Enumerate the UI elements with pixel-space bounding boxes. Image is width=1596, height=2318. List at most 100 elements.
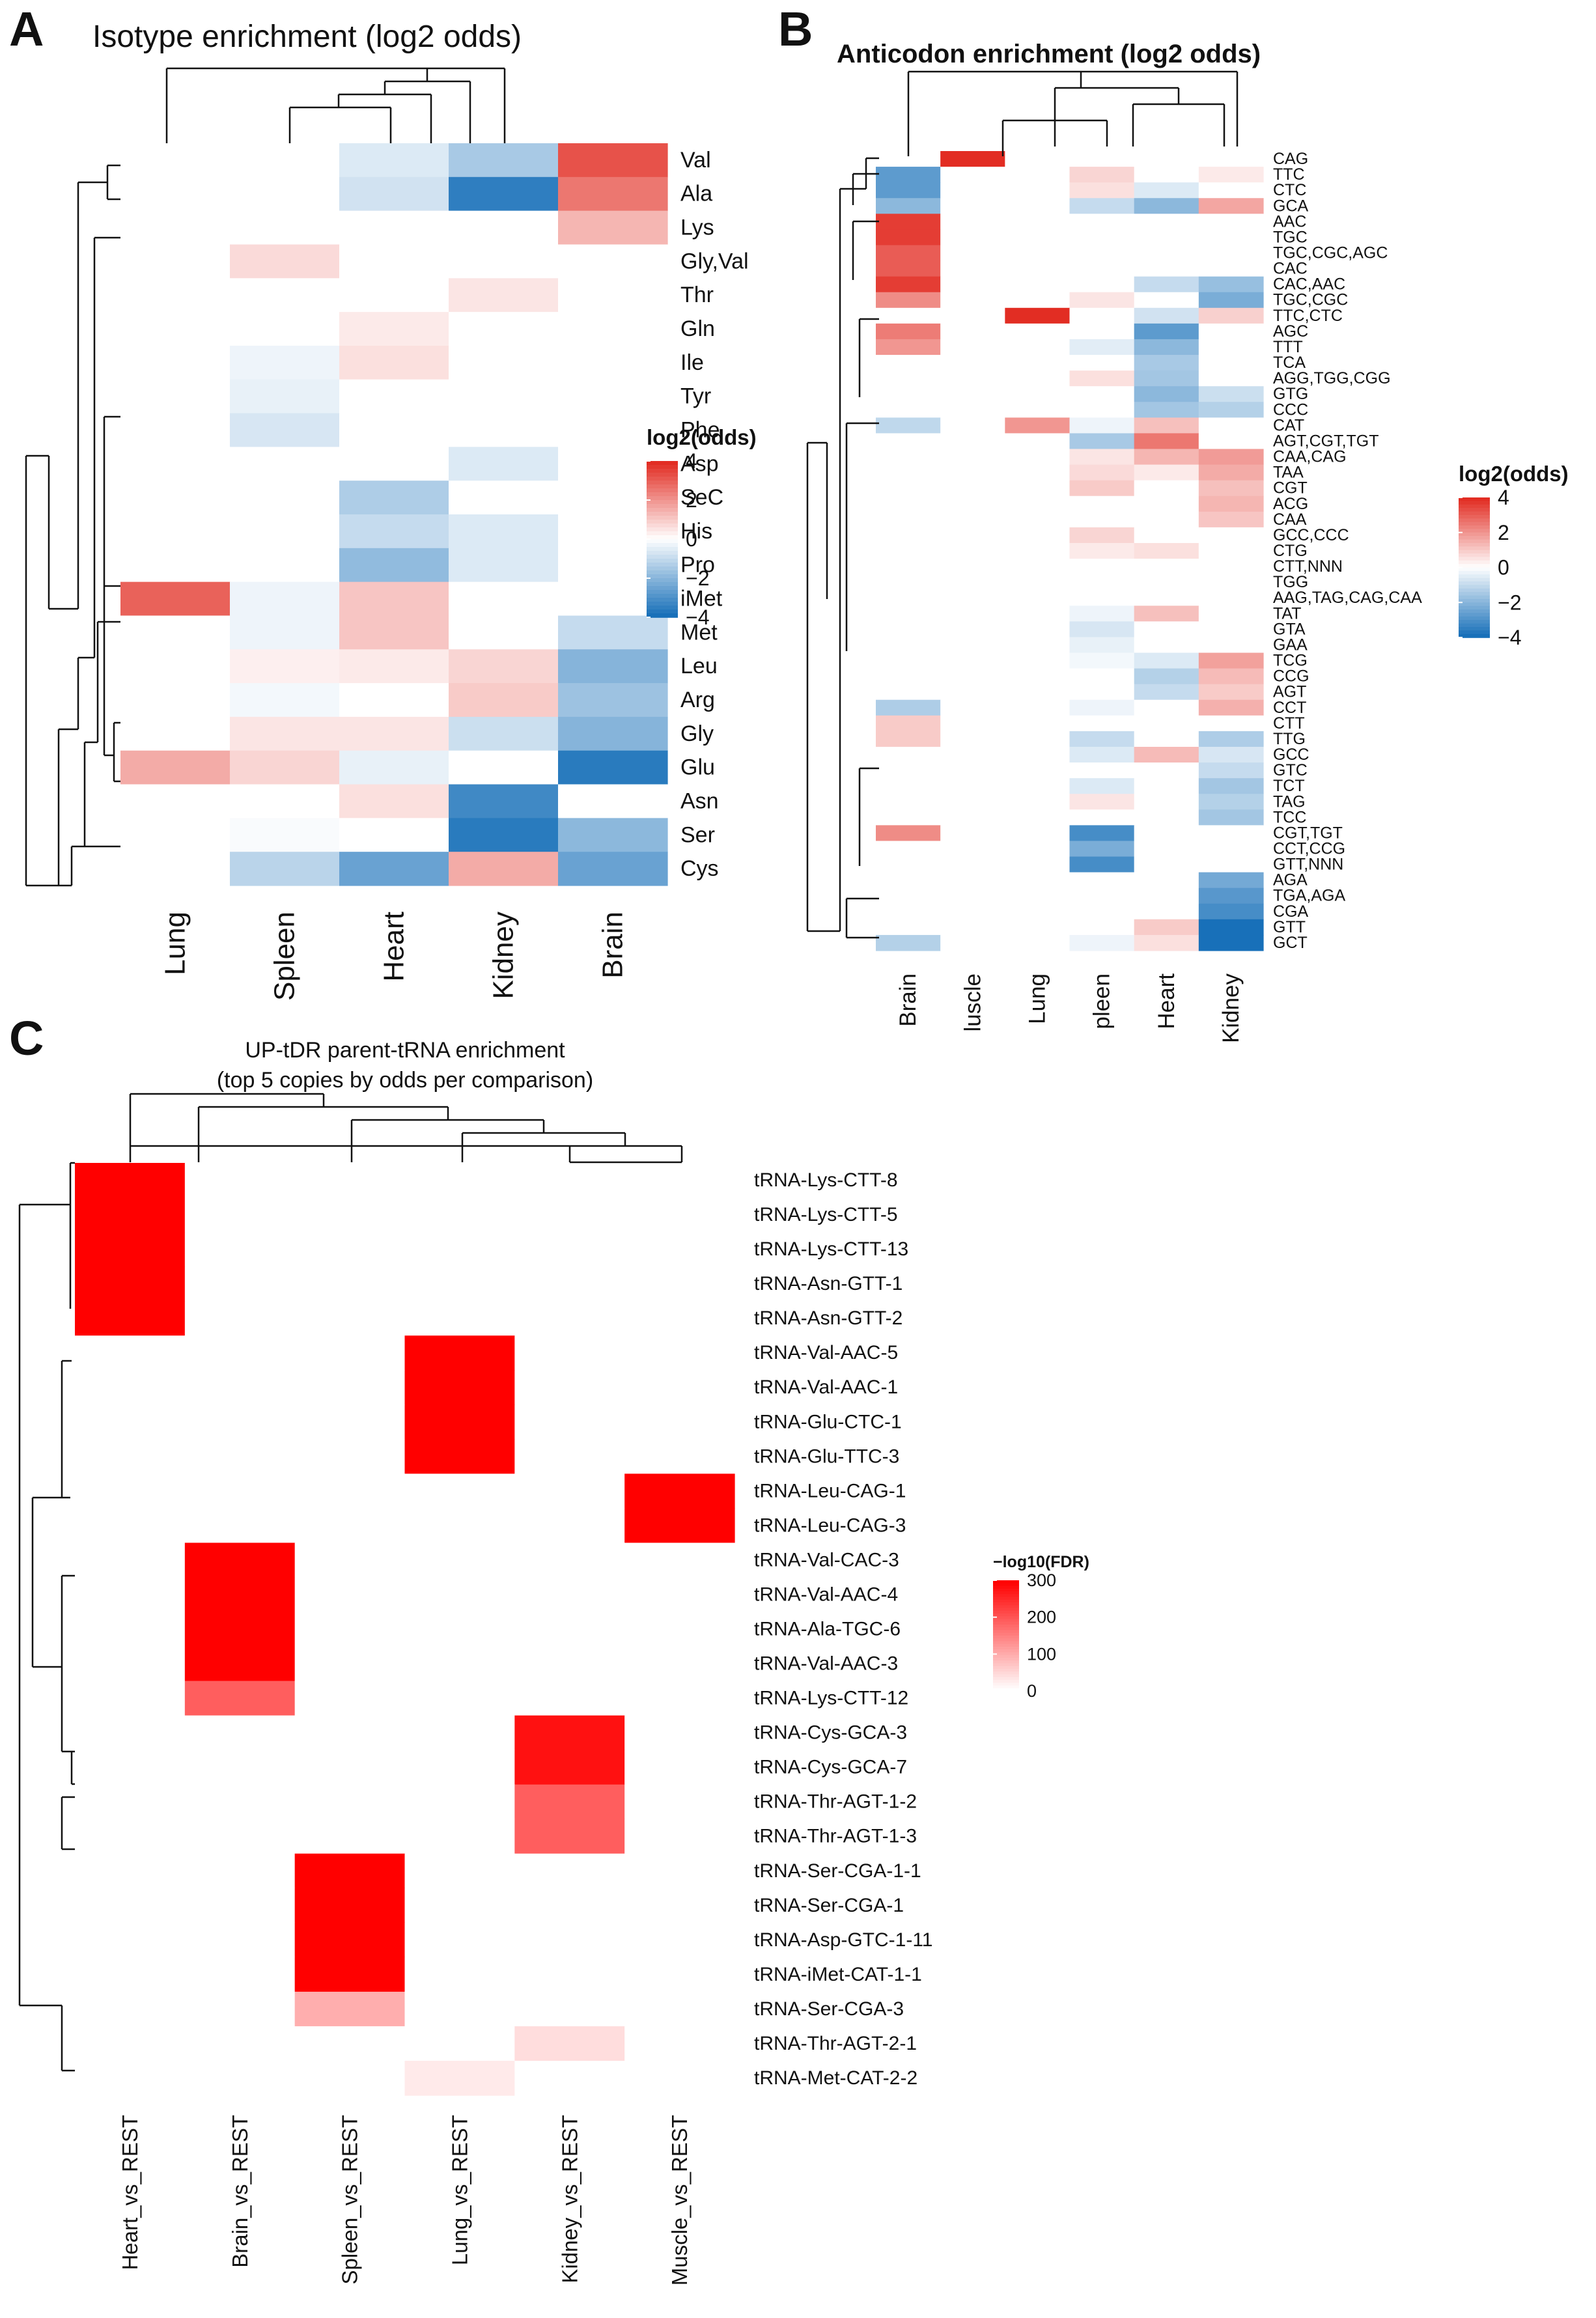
legend-swatch <box>1459 504 1490 509</box>
heatmap-cell <box>1198 762 1264 779</box>
panel-a-legend: log2(odds)4 2 0 −2 −4 <box>647 425 757 629</box>
heatmap-cell <box>940 919 1005 936</box>
heatmap-cell <box>294 1991 406 2027</box>
heatmap-cell <box>449 413 559 447</box>
heatmap-cell <box>940 668 1005 685</box>
legend-swatch <box>647 484 678 489</box>
legend-swatch <box>647 496 678 501</box>
heatmap-cell <box>1069 245 1135 262</box>
heatmap-cell <box>876 198 941 214</box>
heatmap-cell <box>294 1922 406 1958</box>
heatmap-cell <box>404 2060 515 2096</box>
heatmap-cell <box>940 151 1005 167</box>
heatmap-cell <box>184 1370 296 1405</box>
row-label: TAG <box>1273 792 1306 811</box>
column-label: Spleen <box>269 912 301 1001</box>
heatmap-cell <box>1069 746 1135 763</box>
legend-swatch <box>993 1669 1019 1673</box>
legend-swatch <box>1459 634 1490 638</box>
panel-label-c: C <box>9 1011 44 1065</box>
heatmap-cell <box>120 312 231 346</box>
row-label: tRNA-iMet-CAT-1-1 <box>754 1964 922 1985</box>
row-label: tRNA-Lys-CTT-5 <box>754 1204 898 1225</box>
heatmap-cell <box>449 615 559 650</box>
legend-swatch <box>993 1660 1019 1664</box>
heatmap-cell <box>1069 151 1135 167</box>
heatmap-cell <box>1005 339 1071 356</box>
row-label: tRNA-Asp-GTC-1-11 <box>754 1929 932 1951</box>
heatmap-cell <box>876 903 941 920</box>
heatmap-cell <box>514 1163 625 1198</box>
legend-swatch <box>1459 501 1490 505</box>
panel-c-title: UP-tDR parent-tRNA enrichment <box>245 1038 565 1063</box>
heatmap-cell <box>940 699 1005 716</box>
legend-swatch <box>647 492 678 497</box>
legend-tick-label: 0 <box>686 527 697 551</box>
heatmap-cell <box>1198 527 1264 544</box>
heatmap-cell <box>120 615 231 650</box>
heatmap-cell <box>1198 292 1264 309</box>
heatmap-cell <box>404 1439 515 1474</box>
heatmap-cell <box>876 167 941 183</box>
legend-swatch <box>993 1647 1019 1651</box>
heatmap-cell <box>1198 684 1264 701</box>
column-label: Kidney <box>488 912 520 999</box>
legend-swatch <box>1459 518 1490 523</box>
heatmap-cell <box>449 649 559 684</box>
legend-swatch <box>1459 508 1490 512</box>
heatmap-cell <box>404 1577 515 1613</box>
heatmap-cell <box>120 649 231 684</box>
row-label: TTG <box>1273 730 1306 748</box>
heatmap-cell <box>294 1715 406 1751</box>
row-label: ACG <box>1273 495 1308 513</box>
heatmap-cell <box>1069 276 1135 293</box>
heatmap-cell <box>1198 417 1264 434</box>
legend-swatch <box>993 1599 1019 1603</box>
panel-c-row-dendrogram <box>18 1162 75 2072</box>
heatmap-cell <box>514 1991 625 2027</box>
heatmap-cell <box>294 1853 406 1889</box>
heatmap-cell <box>876 637 941 654</box>
column-label: pleen <box>1089 973 1115 1029</box>
heatmap-cell <box>940 841 1005 858</box>
heatmap-cell <box>624 1819 735 1854</box>
heatmap-cell <box>1134 606 1199 622</box>
heatmap-cell <box>940 292 1005 309</box>
heatmap-cell <box>940 684 1005 701</box>
legend-swatch <box>647 512 678 516</box>
heatmap-cell <box>1198 715 1264 732</box>
heatmap-cell <box>1005 402 1071 418</box>
heatmap-cell <box>1069 919 1135 936</box>
heatmap-cell <box>1069 856 1135 873</box>
legend-swatch <box>1459 546 1490 551</box>
row-label: iMet <box>680 587 723 611</box>
heatmap-cell <box>1069 402 1135 418</box>
legend-swatch <box>1459 553 1490 558</box>
heatmap-cell <box>1198 229 1264 246</box>
row-label: CCT <box>1273 699 1306 717</box>
heatmap-cell <box>1005 245 1071 262</box>
legend-swatch <box>993 1666 1019 1669</box>
heatmap-cell <box>404 1957 515 1992</box>
legend-swatch <box>1459 592 1490 596</box>
column-label: Brain <box>895 973 921 1027</box>
row-label: CTG <box>1273 542 1308 560</box>
heatmap-cell <box>940 229 1005 246</box>
heatmap-cell <box>940 167 1005 183</box>
panel-b-col-dendrogram <box>907 70 1239 156</box>
heatmap-cell <box>294 1543 406 1578</box>
heatmap-cell <box>514 1612 625 1647</box>
row-label: tRNA-Val-AAC-4 <box>754 1584 898 1605</box>
heatmap-cell <box>184 1439 296 1474</box>
heatmap-cell <box>184 1543 296 1578</box>
heatmap-cell <box>184 1715 296 1751</box>
legend-tick-label: −4 <box>1498 626 1521 649</box>
row-label: GTG <box>1273 385 1308 403</box>
row-label: Met <box>680 620 718 645</box>
heatmap-cell <box>1005 731 1071 747</box>
heatmap-cell <box>940 903 1005 920</box>
heatmap-cell <box>1005 198 1071 214</box>
legend-tick-label: 100 <box>1027 1644 1056 1664</box>
heatmap-cell <box>1198 480 1264 497</box>
heatmap-cell <box>75 1750 186 1785</box>
